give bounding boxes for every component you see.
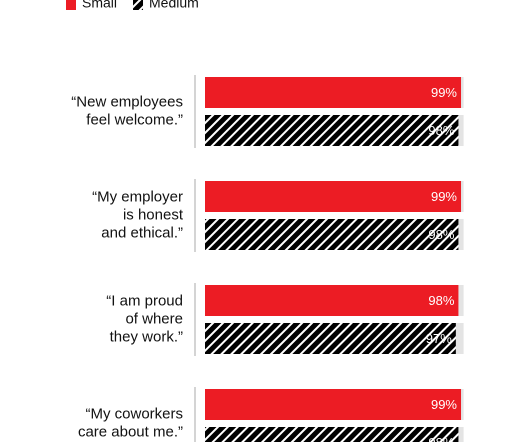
bar bbox=[205, 285, 459, 316]
legend-swatch bbox=[133, 0, 144, 10]
category-label: “New employees bbox=[71, 93, 183, 110]
value-label: 98% bbox=[428, 293, 454, 308]
value-label: 99% bbox=[431, 397, 457, 412]
category-label: and ethical.” bbox=[101, 224, 183, 241]
category-label: “My coworkers bbox=[85, 405, 183, 422]
value-label: 99% bbox=[431, 85, 457, 100]
legend-label: Small bbox=[82, 0, 117, 11]
value-label: 97% bbox=[426, 331, 452, 346]
value-label: 98% bbox=[428, 123, 454, 138]
bar bbox=[205, 427, 459, 442]
category-label: feel welcome.” bbox=[86, 111, 183, 128]
value-label: 98% bbox=[428, 227, 454, 242]
category-label: is honest bbox=[123, 206, 184, 223]
bar bbox=[205, 181, 462, 212]
category-label: of where bbox=[125, 310, 183, 327]
bar bbox=[205, 323, 456, 354]
bar bbox=[205, 77, 462, 108]
category-label: care about me.” bbox=[78, 423, 183, 440]
bar bbox=[205, 115, 459, 146]
bar bbox=[205, 219, 459, 250]
bar bbox=[205, 389, 462, 420]
value-label: 99% bbox=[431, 189, 457, 204]
legend-label: Medium bbox=[149, 0, 199, 11]
category-label: “My employer bbox=[92, 188, 183, 205]
legend-swatch bbox=[66, 0, 76, 10]
value-label: 98% bbox=[428, 435, 454, 442]
category-label: they work.” bbox=[110, 328, 183, 345]
category-label: “I am proud bbox=[106, 292, 183, 309]
